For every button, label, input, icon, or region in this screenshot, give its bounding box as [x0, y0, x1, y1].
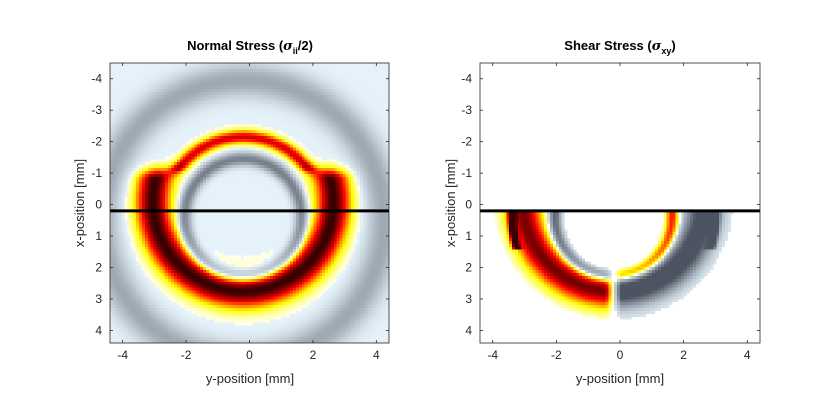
y-tick-label: -3 [461, 103, 472, 117]
shear-stress-heatmap [480, 63, 760, 343]
shear-stress-title: Shear Stress (σxy) [564, 38, 675, 56]
x-tick-label: 0 [617, 348, 624, 362]
normal-stress-heatmap [110, 63, 389, 343]
y-tick-label: 0 [465, 198, 472, 212]
y-tick-label: 2 [465, 260, 472, 274]
y-tick-label: 3 [465, 292, 472, 306]
y-axis-label: x-position [mm] [72, 159, 87, 247]
x-tick-label: -4 [117, 348, 128, 362]
x-tick-label: 0 [246, 348, 253, 362]
shear-stress-panel: Shear Stress (σxy) -4 -2 0 2 4-4-3-2-101234 … [443, 38, 761, 386]
normal-stress-panel: Normal Stress (σii/2) -4 -2 0 2 4 -4 -3 -2 -1 0 1 2… [72, 38, 390, 386]
y-axis-label: x-position [mm] [443, 159, 458, 247]
x-tick-label: 2 [310, 348, 317, 362]
x-tick-label: -2 [551, 348, 562, 362]
x-tick-label: 4 [373, 348, 380, 362]
x-tick-label: -4 [487, 348, 498, 362]
normal-stress-title: Normal Stress (σii/2) [187, 38, 313, 56]
y-tick-label: -1 [461, 166, 472, 180]
y-tick-label: 0 [95, 198, 102, 212]
x-axis-label: y-position [mm] [576, 371, 664, 386]
x-tick-label: 4 [744, 348, 751, 362]
x-axis-label: y-position [mm] [206, 371, 294, 386]
axis-ticks: -4 -2 0 2 4 -4 -3 -2 -1 0 1 2 3 4 [91, 63, 389, 362]
y-tick-label: -3 [91, 103, 102, 117]
y-tick-label: 1 [465, 229, 472, 243]
y-tick-label: 4 [465, 323, 472, 337]
y-tick-label: -2 [461, 135, 472, 149]
x-tick-label: -2 [181, 348, 192, 362]
y-tick-label: -4 [461, 72, 472, 86]
y-tick-label: -4 [91, 72, 102, 86]
x-tick-label: 2 [680, 348, 687, 362]
y-tick-label: 4 [95, 323, 102, 337]
y-tick-label: 1 [95, 229, 102, 243]
y-tick-label: -2 [91, 135, 102, 149]
y-tick-label: -1 [91, 166, 102, 180]
y-tick-label: 3 [95, 292, 102, 306]
axis-ticks: -4 -2 0 2 4 -4 -3 -2 -1 0 1 2 3 4 [461, 63, 760, 362]
y-tick-label: 2 [95, 260, 102, 274]
